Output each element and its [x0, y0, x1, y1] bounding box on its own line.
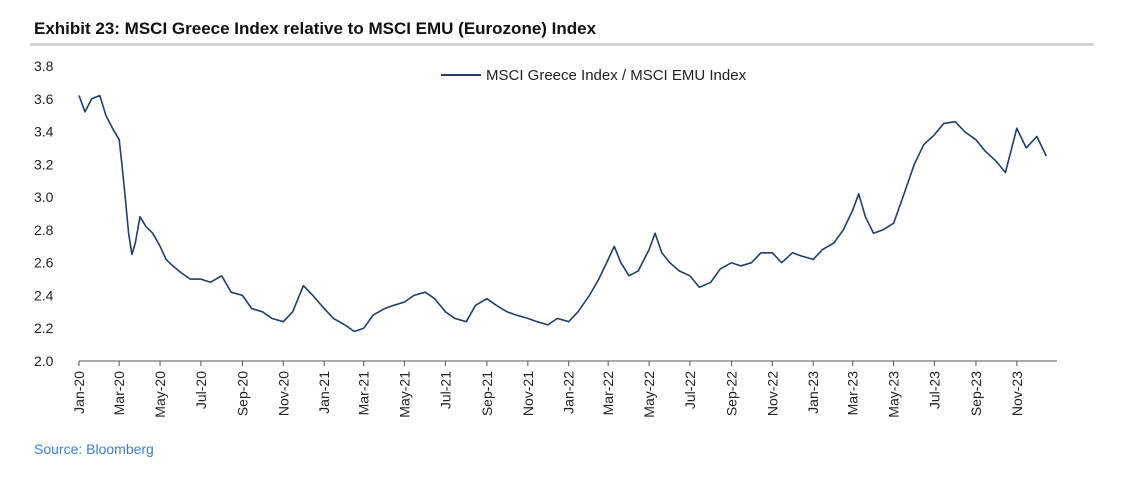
x-tick-label: Sep-20	[234, 371, 250, 416]
x-tick-label: Jan-20	[71, 371, 87, 414]
x-tick-label: Mar-21	[356, 371, 372, 416]
legend: MSCI Greece Index / MSCI EMU Index	[441, 67, 747, 84]
x-tick-label: Jan-21	[316, 371, 332, 414]
x-tick-label: May-23	[886, 371, 902, 418]
x-tick-label: Nov-20	[275, 371, 291, 416]
y-tick-label: 2.2	[34, 320, 54, 336]
y-tick-label: 3.0	[34, 189, 54, 205]
y-tick-label: 3.6	[34, 91, 54, 107]
y-tick-label: 2.8	[34, 222, 54, 238]
x-tick-label: Jan-23	[805, 371, 821, 414]
y-tick-label: 3.8	[34, 58, 54, 74]
x-tick-label: Jul-21	[437, 371, 453, 409]
x-tick-label: Jul-22	[682, 371, 698, 409]
x-tick-label: Sep-22	[723, 371, 739, 416]
x-tick-label: Sep-23	[968, 371, 984, 416]
x-tick-label: May-22	[641, 371, 657, 418]
chart-title: Exhibit 23: MSCI Greece Index relative t…	[34, 19, 597, 38]
x-tick-label: Sep-21	[479, 371, 495, 416]
legend-label: MSCI Greece Index / MSCI EMU Index	[486, 67, 747, 84]
y-tick-label: 3.2	[34, 156, 54, 172]
title-divider	[30, 43, 1094, 46]
y-tick-label: 2.4	[34, 287, 54, 303]
x-axis: Jan-20 Mar-20 May-20 Jul-20 Sep-20 Nov-20 Jan-…	[71, 360, 1057, 418]
x-tick-label: May-20	[152, 371, 168, 418]
x-tick-label: Nov-23	[1009, 371, 1025, 416]
source-note: Source: Bloomberg	[34, 441, 154, 457]
x-tick-label: Jul-23	[926, 371, 942, 409]
x-tick-label: Mar-20	[111, 371, 127, 416]
x-tick-label: Jan-22	[561, 371, 577, 414]
series-line-0	[78, 94, 1048, 333]
y-tick-label: 3.4	[34, 124, 54, 140]
y-tick-label: 2.6	[34, 255, 54, 271]
series-layer	[78, 94, 1048, 333]
x-tick-label: May-21	[397, 371, 413, 418]
x-tick-label: Mar-23	[845, 371, 861, 416]
y-tick-label: 2.0	[34, 353, 54, 369]
x-tick-label: Mar-22	[600, 371, 616, 416]
x-tick-label: Jul-20	[193, 371, 209, 409]
x-tick-label: Nov-21	[520, 371, 536, 416]
y-axis: 2.0 2.2 2.4 2.6 2.8 3.0 3.2 3.4 3.6 3.8	[34, 58, 54, 369]
x-tick-label: Nov-22	[764, 371, 780, 416]
